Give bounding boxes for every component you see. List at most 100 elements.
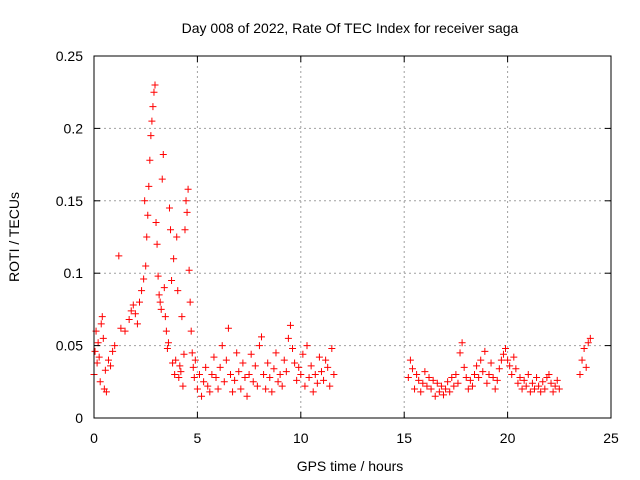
data-point (464, 385, 472, 393)
data-point (299, 350, 307, 358)
data-point (520, 376, 528, 384)
data-point (133, 320, 141, 328)
data-point (510, 353, 518, 361)
data-point (159, 150, 167, 158)
data-point (153, 240, 161, 248)
data-point (282, 368, 290, 376)
data-point (485, 371, 493, 379)
data-point (311, 371, 319, 379)
data-point (135, 298, 143, 306)
data-point (210, 353, 218, 361)
data-point (249, 378, 257, 386)
data-point (541, 385, 549, 393)
data-point (99, 334, 107, 342)
data-point (176, 362, 184, 370)
data-point (216, 363, 224, 371)
data-point (117, 324, 125, 332)
data-point (483, 379, 491, 387)
data-point (189, 363, 197, 371)
data-point (188, 349, 196, 357)
data-point (195, 371, 203, 379)
data-point (274, 378, 282, 386)
data-point (291, 359, 299, 367)
data-point (214, 385, 222, 393)
data-point (218, 342, 226, 350)
data-point (578, 356, 586, 364)
data-point (437, 382, 445, 390)
data-point (439, 391, 447, 399)
data-point (148, 117, 156, 125)
data-point (322, 356, 330, 364)
data-point (479, 368, 487, 376)
data-point (208, 371, 216, 379)
data-point (168, 276, 176, 284)
data-point (161, 313, 169, 321)
data-point (233, 349, 241, 357)
data-point (155, 291, 163, 299)
x-tick-label: 10 (293, 430, 309, 446)
data-point (315, 353, 323, 361)
data-point (460, 363, 468, 371)
data-point (251, 362, 259, 370)
data-point (417, 388, 425, 396)
data-point (156, 298, 164, 306)
data-point (415, 376, 423, 384)
data-point (466, 376, 474, 384)
data-point (229, 388, 237, 396)
data-point (226, 371, 234, 379)
data-point (297, 371, 305, 379)
data-point (146, 156, 154, 164)
data-point (142, 262, 150, 270)
data-point (173, 233, 181, 241)
data-point (162, 327, 170, 335)
data-point (190, 373, 198, 381)
data-point (164, 339, 172, 347)
x-axis-label: GPS time / hours (297, 458, 404, 474)
data-point (235, 368, 243, 376)
data-point (516, 373, 524, 381)
data-point (553, 376, 561, 384)
data-point (144, 211, 152, 219)
data-point (138, 287, 146, 295)
data-point (508, 371, 516, 379)
data-point (328, 344, 336, 352)
data-point (243, 392, 251, 400)
data-point (481, 347, 489, 355)
data-point (140, 275, 148, 283)
y-tick-label: 0.1 (64, 265, 84, 281)
data-point (429, 376, 437, 384)
data-point (502, 344, 510, 352)
data-point (260, 371, 268, 379)
data-point (104, 356, 112, 364)
data-point (411, 385, 419, 393)
data-point (172, 356, 180, 364)
data-point (163, 344, 171, 352)
x-tick-label: 15 (396, 430, 412, 446)
data-point (406, 356, 414, 364)
data-point (151, 81, 159, 89)
data-point (160, 284, 168, 292)
data-point (582, 363, 590, 371)
data-point (475, 373, 483, 381)
data-point (264, 359, 272, 367)
data-point (309, 388, 317, 396)
data-point (198, 392, 206, 400)
x-tick-label: 20 (500, 430, 516, 446)
data-point (186, 298, 194, 306)
data-point (489, 373, 497, 381)
data-point (547, 379, 555, 387)
data-point (145, 182, 153, 190)
data-point (512, 365, 520, 373)
data-point (580, 344, 588, 352)
data-point (425, 373, 433, 381)
data-point (174, 287, 182, 295)
data-point (253, 382, 261, 390)
data-point (444, 378, 452, 386)
data-point (423, 382, 431, 390)
data-point (506, 362, 514, 370)
data-point (326, 382, 334, 390)
data-point (184, 185, 192, 193)
data-point (493, 376, 501, 384)
data-point (270, 365, 278, 373)
